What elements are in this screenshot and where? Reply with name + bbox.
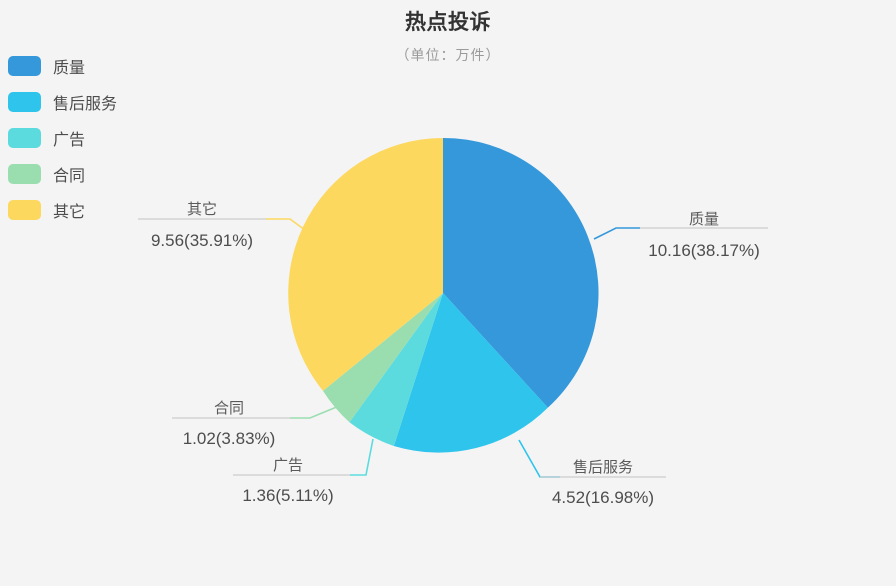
legend-item-other[interactable]: 其它 (8, 192, 117, 228)
leader-line-advertisement (350, 438, 374, 476)
legend-item-aftersale[interactable]: 售后服务 (8, 84, 117, 120)
legend-label-advertisement: 广告 (53, 132, 86, 149)
slice-label-name-contract: 合同 (214, 400, 244, 417)
legend-swatch-advertisement (8, 128, 41, 148)
slice-label-name-advertisement: 广告 (273, 457, 303, 474)
chart-subtitle: （单位：万件） (395, 47, 501, 63)
slice-label-value-other: 9.56(35.91%) (151, 231, 253, 250)
pie-slice-advertisement[interactable] (349, 293, 443, 446)
page-title: 热点投诉 (405, 11, 491, 34)
legend-item-quality[interactable]: 质量 (8, 48, 117, 84)
legend-swatch-aftersale (8, 92, 41, 112)
legend-label-contract: 合同 (53, 168, 86, 185)
legend-item-advertisement[interactable]: 广告 (8, 120, 117, 156)
leader-line-quality (593, 227, 640, 240)
slice-label-name-quality: 质量 (689, 211, 719, 228)
slice-label-name-aftersale: 售后服务 (573, 459, 633, 476)
legend-swatch-quality (8, 56, 41, 76)
pie-slice-aftersale[interactable] (393, 293, 548, 453)
leader-line-aftersale (518, 439, 560, 478)
pie-slice-quality[interactable] (443, 137, 599, 408)
legend-label-aftersale: 售后服务 (53, 96, 118, 113)
legend-label-other: 其它 (53, 204, 86, 221)
chart-legend: 质量 售后服务 广告 合同 其它 (8, 48, 117, 228)
legend-label-quality: 质量 (53, 60, 86, 77)
legend-item-contract[interactable]: 合同 (8, 156, 117, 192)
pie-slice-other[interactable] (288, 138, 443, 391)
slice-label-value-aftersale: 4.52(16.98%) (552, 488, 654, 507)
legend-swatch-contract (8, 164, 41, 184)
pie-slice-contract[interactable] (322, 293, 443, 423)
slice-label-name-other: 其它 (187, 200, 217, 218)
leader-line-other (266, 218, 310, 234)
slice-label-value-quality: 10.16(38.17%) (648, 241, 760, 260)
leader-line-contract (290, 405, 340, 419)
slice-label-value-contract: 1.02(3.83%) (183, 429, 276, 448)
slice-label-value-advertisement: 1.36(5.11%) (242, 486, 333, 505)
legend-swatch-other (8, 200, 41, 220)
